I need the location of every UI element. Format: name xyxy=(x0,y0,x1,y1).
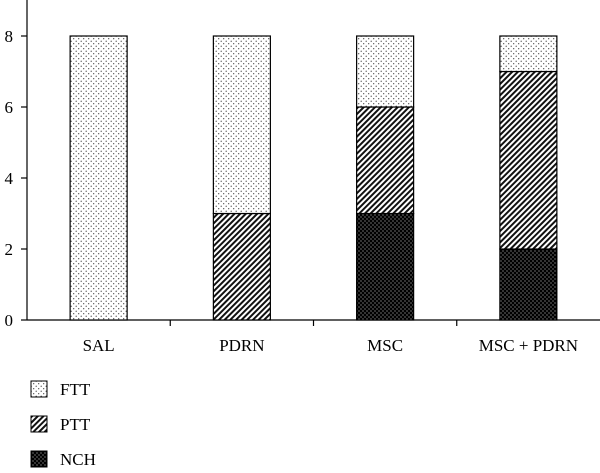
bar-ftt-0 xyxy=(69,35,128,321)
plot-area: 0 2 4 6 8 SAL PDRN MSC MSC + PDRN xyxy=(5,0,600,355)
y-tick-label-6: 6 xyxy=(5,98,14,117)
y-tick-label-4: 4 xyxy=(5,169,14,188)
legend-swatch-nch xyxy=(30,450,48,468)
category-label-1: PDRN xyxy=(219,336,264,355)
y-tick-label-2: 2 xyxy=(5,240,14,259)
category-label-2: MSC xyxy=(367,336,403,355)
legend-label-ptt: PTT xyxy=(60,415,91,434)
legend-label-ftt: FTT xyxy=(60,380,91,399)
bar-ptt-1 xyxy=(212,212,271,321)
category-label-0: SAL xyxy=(83,336,115,355)
y-tick-label-0: 0 xyxy=(5,311,14,330)
bar-ftt-2 xyxy=(356,35,415,108)
bar-ptt-3 xyxy=(499,70,558,250)
bar-nch-3 xyxy=(499,248,558,321)
bar-ptt-2 xyxy=(356,106,415,215)
legend-swatch-ftt xyxy=(30,380,48,398)
category-label-3: MSC + PDRN xyxy=(479,336,578,355)
y-tick-label-8: 8 xyxy=(5,27,14,46)
legend-label-nch: NCH xyxy=(60,450,96,469)
bar-ftt-3 xyxy=(499,35,558,73)
legend-swatch-ptt xyxy=(30,415,48,433)
legend: FTT PTT NCH xyxy=(30,380,96,469)
bar-ftt-1 xyxy=(212,35,271,215)
bar-nch-2 xyxy=(356,212,415,321)
